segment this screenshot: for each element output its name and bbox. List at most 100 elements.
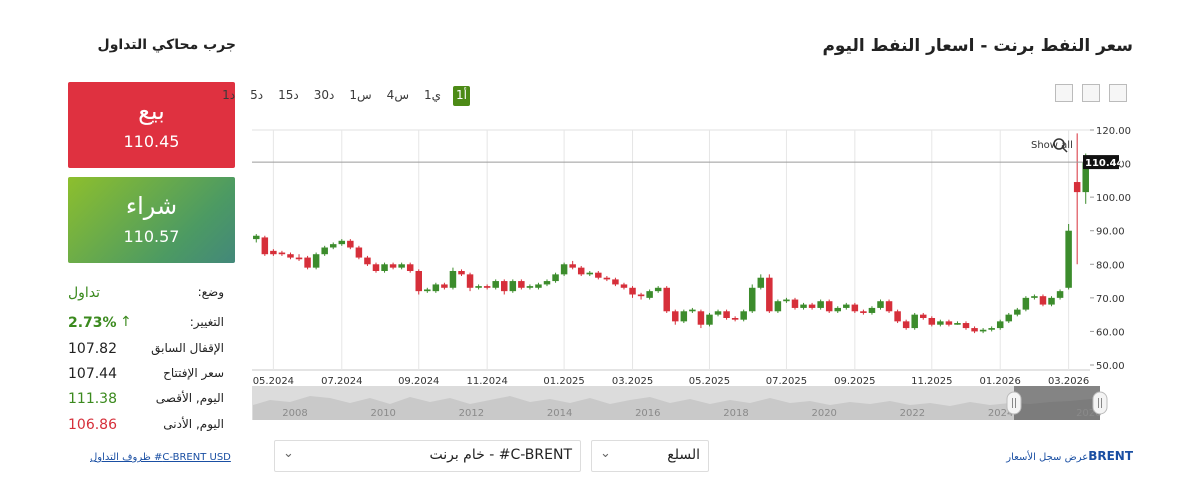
stat-row: سعر الإفتتاح 107.44 — [68, 366, 224, 391]
candle-body — [321, 247, 328, 255]
candle-body — [518, 281, 525, 288]
candle-body — [441, 284, 448, 288]
timeframe-button[interactable]: 4س — [386, 88, 409, 102]
candle-body — [731, 318, 739, 320]
x-tick-label: 05.2024 — [253, 376, 294, 387]
navigator-handle[interactable] — [1006, 391, 1022, 415]
x-tick-label: 01.2025 — [543, 376, 584, 387]
candle-body — [723, 311, 730, 318]
stat-row: اليوم, الأدنى 106.86 — [68, 417, 224, 442]
instrument-select[interactable]: C-BRENT# - خام برنت ⌄ — [274, 440, 581, 472]
navigator-handle[interactable] — [1092, 391, 1108, 415]
navigator-year: 2026 — [1076, 408, 1101, 419]
candle-body — [381, 264, 388, 271]
stat-value: 111.38 — [68, 391, 117, 407]
candle-body — [449, 271, 457, 288]
history-text: عرض سجل الأسعار — [1006, 452, 1089, 463]
candle-body — [612, 279, 619, 285]
history-link[interactable]: BRENTعرض سجل الأسعار — [1006, 449, 1133, 463]
stat-row: اليوم, الأقصى 111.38 — [68, 391, 224, 416]
candle-body — [988, 328, 995, 330]
candle-body — [783, 299, 790, 302]
candle-body — [424, 289, 431, 292]
stat-value: تداول — [68, 285, 101, 301]
candle-body — [475, 286, 482, 288]
up-arrow: ↑ — [120, 314, 132, 330]
candle-body — [748, 287, 756, 312]
candle-body — [432, 284, 440, 292]
tool-button[interactable] — [1082, 84, 1100, 102]
candle-body — [1056, 291, 1064, 298]
y-tick-label: 120.00 — [1096, 126, 1131, 137]
timeframe-button[interactable]: 5د — [250, 88, 264, 102]
candle-body — [1031, 296, 1038, 298]
conditions-link[interactable]: C-BRENT USD# ظروف التداول — [90, 452, 231, 463]
sell-label: بيع — [138, 97, 165, 125]
candle-body — [1022, 297, 1030, 310]
sell-button[interactable]: بيع 110.45 — [68, 82, 235, 168]
candle-body — [629, 287, 636, 295]
candle-body — [860, 311, 867, 313]
candle-body — [817, 301, 824, 308]
x-tick-label: 03.2026 — [1048, 376, 1089, 387]
candle-body — [808, 304, 816, 308]
candle-body — [509, 281, 517, 292]
last-price-label: 110.44 — [1085, 158, 1124, 169]
candle-body — [766, 277, 773, 312]
timeframe-button[interactable]: 1أ — [453, 86, 470, 106]
navigator-year: 2016 — [635, 408, 660, 419]
candle-body — [843, 304, 850, 308]
stat-label: الإقفال السابق — [151, 341, 224, 355]
timeframe-button[interactable]: 1س — [349, 88, 372, 102]
candle-body — [825, 301, 833, 312]
candle-body — [663, 287, 670, 312]
candle-body — [338, 240, 346, 245]
stat-label: اليوم, الأقصى — [155, 391, 224, 405]
candle-body — [312, 254, 320, 268]
last-price-box — [1083, 155, 1119, 170]
stat-label: التغيير: — [189, 315, 224, 329]
buy-button[interactable]: شراء 110.57 — [68, 177, 235, 263]
candle-body — [501, 281, 508, 292]
select-text: C-BRENT# - خام برنت — [429, 447, 572, 463]
candle-body — [1005, 314, 1013, 322]
candle-body — [526, 286, 534, 288]
candle-body — [569, 264, 576, 268]
candle-body — [954, 323, 961, 325]
candle-body — [646, 291, 653, 298]
candle-body — [885, 301, 893, 312]
tool-button[interactable] — [1055, 84, 1073, 102]
candle-body — [535, 284, 542, 288]
stat-value: 107.44 — [68, 366, 117, 382]
tool-button[interactable] — [1109, 84, 1127, 102]
timeframe-button[interactable]: 30د — [313, 88, 335, 102]
stat-value: 107.82 — [68, 341, 117, 357]
timeframe-button[interactable]: 1د — [222, 88, 236, 102]
candle-body — [552, 274, 559, 282]
candle-body — [543, 281, 551, 285]
candle-body — [355, 247, 363, 258]
timeframe-button[interactable]: 1ي — [423, 88, 442, 102]
candle-body — [278, 252, 286, 255]
candle-body — [295, 257, 303, 260]
candle-body — [595, 272, 602, 278]
candle-body — [483, 286, 491, 288]
y-tick-label: 80.00 — [1096, 260, 1125, 271]
x-tick-label: 11.2025 — [911, 376, 952, 387]
candle-body — [1014, 309, 1021, 315]
stat-label: سعر الإفتتاح — [163, 366, 224, 380]
chart-tools — [1055, 84, 1127, 102]
navigator-year: 2024 — [988, 408, 1013, 419]
candle-body — [834, 307, 841, 312]
timeframe-button[interactable]: 15د — [278, 88, 299, 102]
candle-body — [800, 304, 807, 308]
candle-body — [740, 311, 747, 320]
x-tick-label: 11.2024 — [466, 376, 507, 387]
candle-body — [877, 301, 884, 308]
candle-body — [415, 271, 422, 292]
candle-body — [287, 254, 294, 258]
candle-body — [680, 311, 688, 322]
category-select[interactable]: السلع ⌄ — [591, 440, 709, 472]
candle-body — [894, 311, 901, 322]
stat-label: وضع: — [197, 285, 224, 299]
